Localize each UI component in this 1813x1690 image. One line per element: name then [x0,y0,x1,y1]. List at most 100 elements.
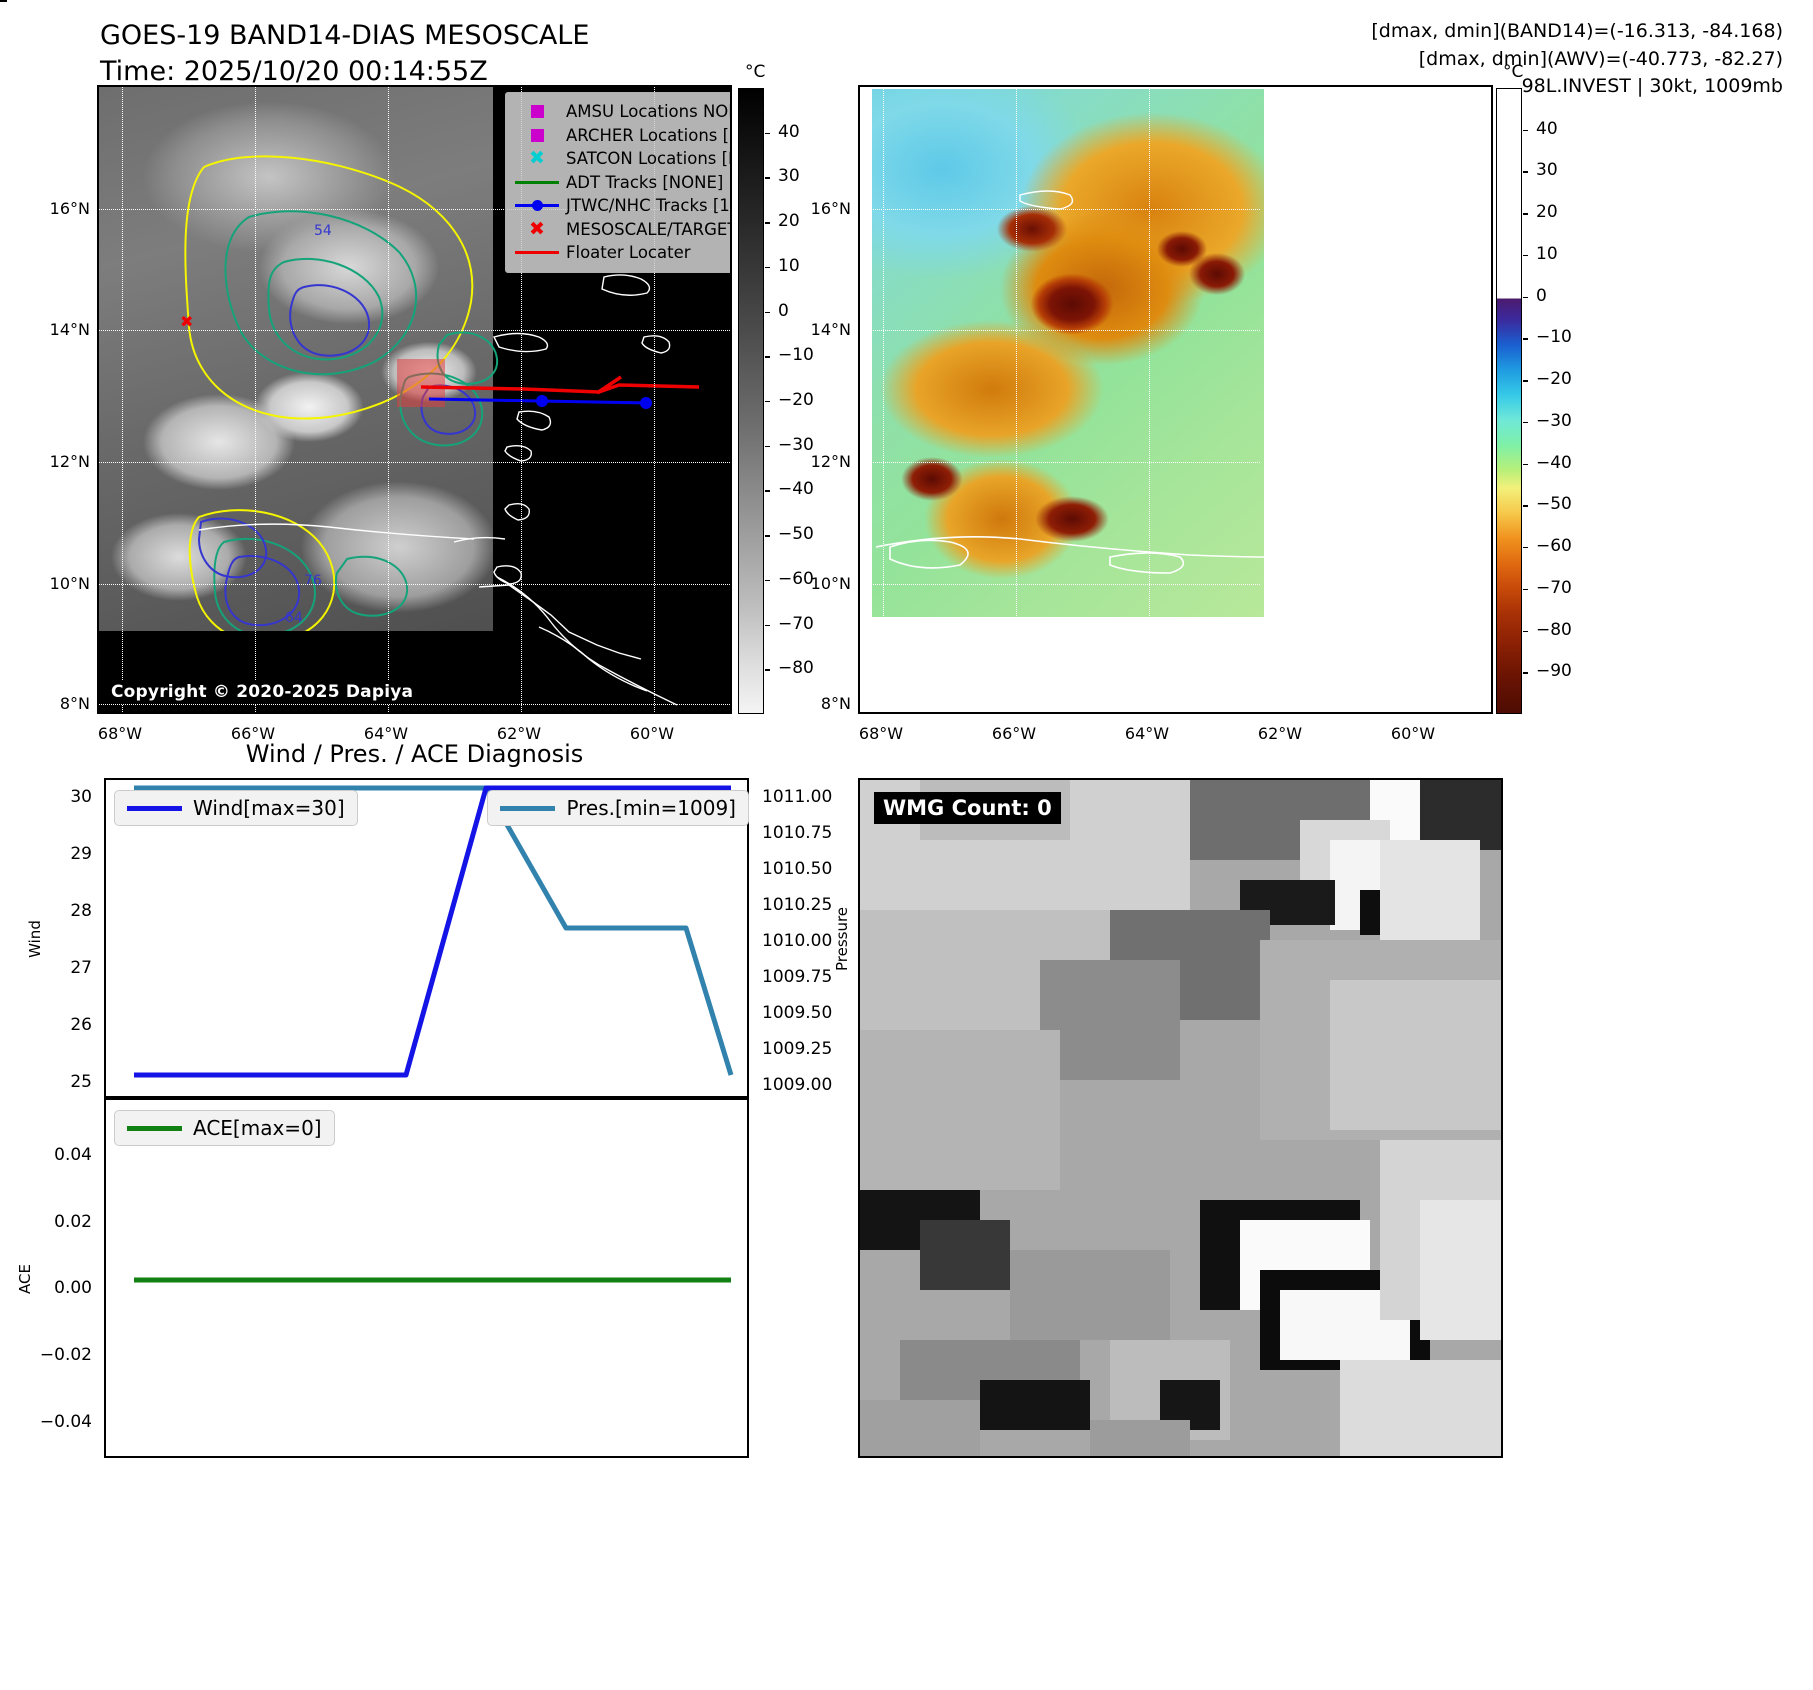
awv-colorbar[interactable] [1496,88,1522,714]
wind-legend[interactable]: Wind[max=30] [114,790,358,826]
awv-gridline-lon-68w [883,87,884,712]
ace-chart[interactable]: ACE[max=0] [104,1098,749,1458]
legend-item-adt[interactable]: ADT Tracks [NONE] [514,171,730,195]
ir-colorbar-unit: °C [745,62,766,82]
legend-item-amsu[interactable]: AMSU Locations NONE [514,100,730,124]
ace-panel-tickmark [0,0,7,2]
pressure-ytick-1: 1010.75 [762,823,833,843]
legend-item-jtwc[interactable]: JTWC/NHC Tracks [19/1800Z] [514,194,730,218]
gridline-lat-10n [99,584,730,585]
wind-legend-label: Wind[max=30] [193,796,345,820]
ace-legend-label: ACE[max=0] [193,1116,322,1140]
awv-cb-tickmark [1523,588,1528,591]
awv-imagery [872,89,1264,617]
ir-cb-tickmark [765,356,770,358]
wmg-count-badge: WMG Count: 0 [874,792,1061,824]
ace-axis-label: ACE [16,1264,34,1294]
ir-cb-tick: −70 [778,613,814,634]
ir-lon-68w: 68°W [97,724,143,743]
awv-cb-tick: 0 [1536,285,1547,306]
awv-cb-tick: −20 [1536,369,1572,390]
wind-pressure-plot-area [134,785,734,1078]
ir-cb-tickmark [765,445,770,448]
ir-colorbar[interactable] [738,88,764,714]
awv-cb-tickmark [1523,547,1528,549]
ir-cb-tickmark [765,669,770,671]
ir-cb-tickmark [765,132,770,135]
awv-cb-tickmark [1523,421,1528,424]
legend-item-mesoscale[interactable]: ✖ MESOSCALE/TARGET Location [514,218,732,242]
pressure-ytick-2: 1010.50 [762,859,833,879]
ir-cb-tickmark [765,311,770,313]
wind-line-icon [127,805,182,811]
legend-label: ADT Tracks [NONE] [566,172,724,192]
map-legend[interactable]: AMSU Locations NONE ARCHER Locations [NO… [505,92,732,273]
ir-satellite-panel[interactable]: 54 76 64 ✖ Copyrigh [97,85,732,714]
square-icon [514,128,560,142]
awv-cb-tickmark [1523,672,1528,674]
meta-storm: 98L.INVEST | 30kt, 1009mb [1521,75,1783,98]
ir-cb-tick: −20 [778,390,814,410]
chart-title: Wind / Pres. / ACE Diagnosis [245,740,584,768]
awv-lat-8n: 8°N [820,694,851,713]
awv-cb-tickmark [1523,171,1528,173]
awv-cb-tick: −60 [1536,536,1572,557]
ir-cb-tickmark [765,222,770,224]
awv-cb-tickmark [1523,296,1528,299]
line-icon [514,251,560,255]
ir-cb-tickmark [765,535,770,537]
gridline-lon-68w [122,87,123,712]
awv-lat-12n: 12°N [810,452,851,471]
ace-ytick-1: 0.02 [54,1212,92,1232]
legend-label: MESOSCALE/TARGET Location [566,219,732,239]
ir-cb-tickmark [765,624,770,626]
ir-cb-tick: 10 [778,255,800,276]
pressure-legend[interactable]: Pres.[min=1009] [487,790,749,826]
ace-ytick-4: −0.04 [39,1412,92,1432]
awv-lon-60w: 60°W [1390,724,1436,743]
awv-satellite-panel[interactable] [858,85,1493,714]
page-title: GOES-19 BAND14-DIAS MESOSCALE [100,20,590,51]
ir-imagery [99,87,493,631]
legend-item-archer[interactable]: ARCHER Locations [NONE] [514,124,730,148]
x-mark-icon: ✖ [529,147,545,170]
wind-ytick-28: 28 [70,901,92,921]
legend-label: Floater Locater [566,243,691,263]
wind-ytick-29: 29 [70,844,92,864]
legend-label: AMSU Locations NONE [566,102,730,122]
ir-cb-tick: 30 [778,166,800,187]
page-timestamp: Time: 2025/10/20 00:14:55Z [100,55,488,87]
ir-lat-16n: 16°N [49,199,90,218]
awv-lon-64w: 64°W [1124,724,1170,743]
ir-lat-12n: 12°N [49,452,90,471]
wind-pressure-chart[interactable]: Wind[max=30] Pres.[min=1009] [104,778,749,1098]
wind-ytick-30: 30 [70,787,92,807]
ir-cb-tick: −10 [778,345,814,366]
metadata-block: [dmax, dmin](BAND14)=(-16.313, -84.168) … [1371,18,1783,101]
awv-cb-tick: 20 [1536,202,1558,223]
awv-cb-tickmark [1523,213,1528,215]
gridline-lon-62w [521,87,522,712]
legend-label: JTWC/NHC Tracks [19/1800Z] [566,196,730,216]
legend-item-floater[interactable]: Floater Locater [514,241,730,265]
legend-item-satcon[interactable]: ✖ SATCON Locations [NONE] [514,147,730,171]
ir-cb-tickmark [765,490,770,492]
ir-lon-66w: 66°W [230,724,276,743]
awv-gridline-lon-66w [1016,87,1017,712]
ir-cb-tick: −40 [778,479,814,500]
pressure-ytick-7: 1009.25 [762,1039,833,1059]
awv-lon-68w: 68°W [858,724,904,743]
pressure-line-icon [500,805,556,811]
pressure-ytick-8: 1009.00 [762,1075,833,1095]
wind-ytick-27: 27 [70,958,92,978]
wmg-panel[interactable]: WMG Count: 0 [858,778,1503,1458]
ir-lat-14n: 14°N [49,320,90,339]
pressure-ytick-6: 1009.50 [762,1003,833,1023]
awv-gridline-lon-64w [1149,87,1150,712]
meta-awv: [dmax, dmin](AWV)=(-40.773, -82.27) [1418,47,1783,70]
awv-cb-tickmark [1523,380,1528,382]
awv-cb-tick: −30 [1536,410,1572,431]
ace-legend[interactable]: ACE[max=0] [114,1110,335,1146]
awv-cb-tickmark [1523,338,1528,340]
ir-lat-8n: 8°N [59,694,90,713]
